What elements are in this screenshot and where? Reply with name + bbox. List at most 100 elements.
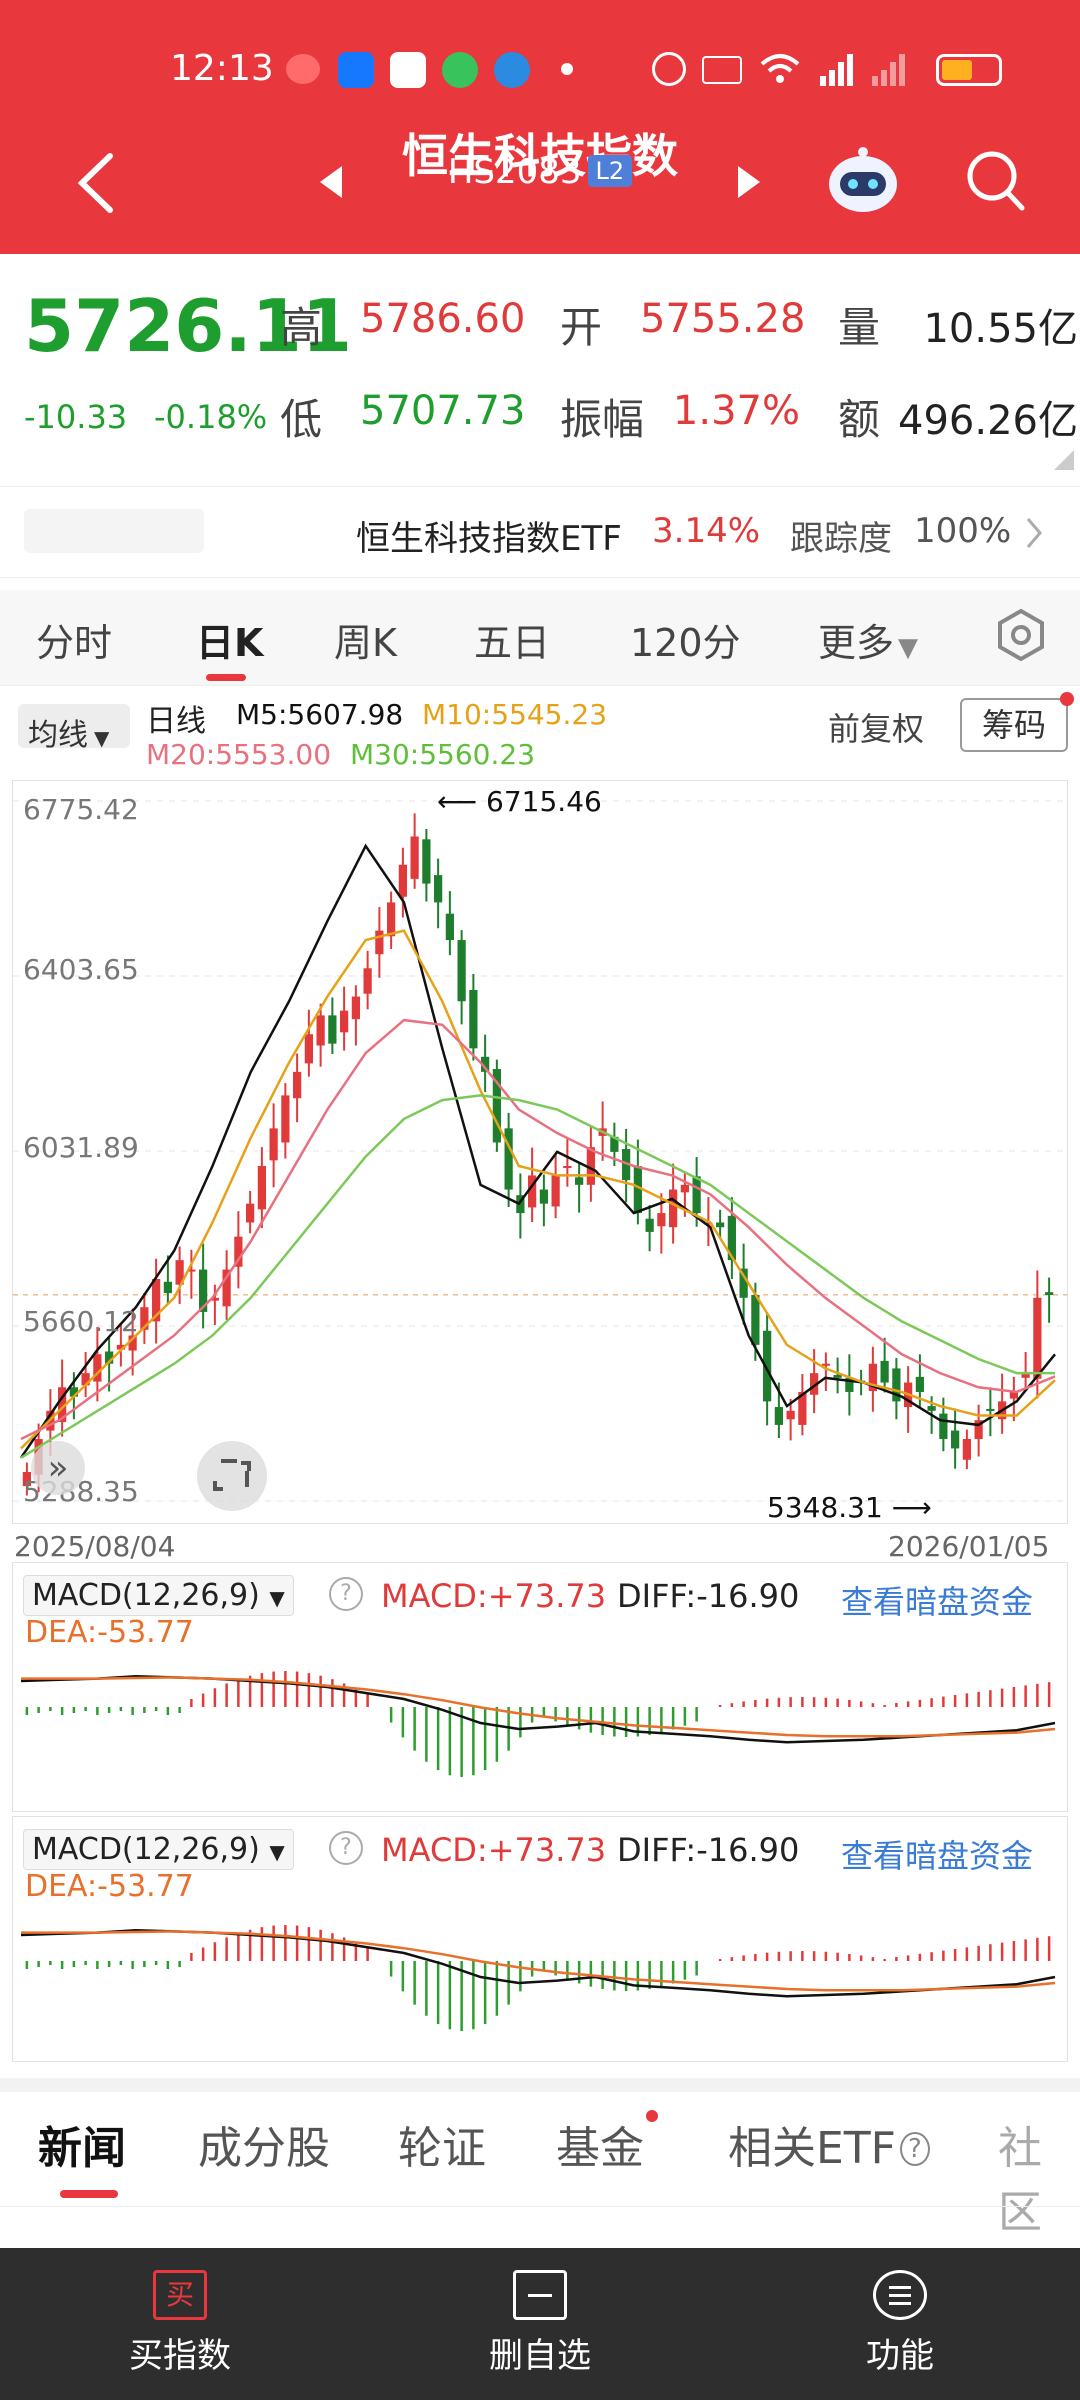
macd-panel-2[interactable]: MACD(12,26,9) ▼ ? MACD:+73.73 DIFF:-16.9… (12, 1816, 1068, 2062)
candle-body (316, 1015, 325, 1046)
ma-selector[interactable]: 均线 ▼ (18, 704, 130, 753)
candle-body (939, 1413, 948, 1440)
dea-value-2: DEA:-53.77 (25, 1869, 194, 1904)
candle-body (610, 1136, 619, 1152)
y-label-3: 6031.89 (23, 1131, 139, 1164)
fullscreen-icon[interactable] (197, 1441, 267, 1511)
diff-line (20, 1674, 1056, 1744)
low-label: 低 (280, 395, 323, 444)
max-arrow-icon: ⟵ (437, 785, 487, 818)
signal-icon (870, 52, 906, 88)
help-icon: ? (900, 2132, 930, 2166)
diff-value-1: DIFF:-16.90 (617, 1577, 800, 1615)
ma-legend: 均线 ▼ 日线 M5:5607.98 M10:5545.23 M20:5553.0… (0, 688, 1080, 778)
help-icon[interactable]: ? (329, 1577, 363, 1611)
remove-watchlist-button[interactable]: 删自选 (360, 2248, 720, 2400)
open-label: 开 (560, 303, 603, 352)
candle-body (293, 1071, 302, 1099)
tabs-divider (0, 2206, 1080, 2207)
functions-button[interactable]: 功能 (720, 2248, 1080, 2400)
tab-daily-k[interactable]: 日K (196, 621, 264, 665)
candle-body (551, 1175, 560, 1207)
tab-120min[interactable]: 120分 (630, 621, 741, 665)
signal-5g-icon (818, 52, 854, 88)
candle-body (492, 1069, 501, 1143)
high-value: 5786.60 (360, 296, 526, 342)
kline-chart-frame[interactable]: 6775.42 6403.65 6031.89 5660.12 5288.35 … (12, 780, 1068, 1524)
tracking-label: 跟踪度 (790, 519, 892, 559)
next-stock-icon[interactable] (734, 164, 764, 200)
macd-label-2: MACD(12,26,9) (32, 1832, 260, 1867)
candle-body (774, 1407, 783, 1425)
level-badge[interactable]: L2 (587, 155, 633, 187)
candle-body (187, 1269, 196, 1272)
tab-more[interactable]: 更多 ▼ (818, 612, 918, 667)
macd-panel-1[interactable]: MACD(12,26,9) ▼ ? MACD:+73.73 DIFF:-16.9… (12, 1562, 1068, 1812)
candle-body (387, 902, 396, 937)
candle-body (257, 1166, 266, 1210)
candle-body (128, 1335, 137, 1351)
candle-body (974, 1420, 983, 1440)
active-tab-indicator (206, 674, 246, 681)
last-price: 5726.11 (24, 284, 352, 368)
robot-assistant-icon[interactable] (826, 146, 900, 214)
buy-icon: 买 (153, 2270, 207, 2320)
candle-body (633, 1166, 642, 1214)
candle-body (915, 1376, 924, 1392)
chart-settings-icon[interactable] (994, 608, 1048, 662)
dark-pool-link-2[interactable]: 查看暗盘资金 (841, 1837, 1034, 1875)
chips-button[interactable]: 筹码 (960, 698, 1068, 752)
candle-body (868, 1363, 877, 1392)
macd-selector-1[interactable]: MACD(12,26,9) ▼ (23, 1575, 294, 1616)
browser-icon (494, 52, 530, 88)
prev-stock-icon[interactable] (316, 164, 346, 200)
candle-body (563, 1166, 572, 1169)
dea-value-1: DEA:-53.77 (25, 1615, 194, 1650)
functions-label: 功能 (866, 2336, 934, 2376)
candle-body (645, 1218, 654, 1232)
candle-body (528, 1175, 537, 1208)
buy-index-button[interactable]: 买 买指数 (0, 2248, 360, 2400)
volume-value: 10.55亿 (923, 306, 1078, 352)
macd-selector-2[interactable]: MACD(12,26,9) ▼ (23, 1829, 294, 1870)
ma30-line (20, 1094, 1055, 1459)
tab-intraday[interactable]: 分时 (36, 621, 113, 665)
open-value: 5755.28 (640, 296, 806, 342)
tab-constituents[interactable]: 成分股 (198, 2123, 330, 2174)
candle-body (398, 864, 407, 897)
etf-row[interactable]: 恒生科技指数ETF 3.14% 跟踪度 100% (0, 486, 1080, 578)
candle-body (445, 913, 454, 941)
candle-body (457, 940, 466, 1002)
quote-panel: 5726.11 -10.33 -0.18% 高 5786.60 开 5755.2… (0, 254, 1080, 482)
dark-pool-link-1[interactable]: 查看暗盘资金 (841, 1583, 1034, 1621)
expand-corner-icon[interactable] (1054, 450, 1074, 470)
help-icon[interactable]: ? (329, 1831, 363, 1865)
candle-body (175, 1260, 184, 1285)
back-icon[interactable] (70, 148, 120, 218)
tracking-value: 100% (914, 511, 1012, 551)
tab-community[interactable]: 社区 (998, 2123, 1042, 2238)
tab-weekly-k[interactable]: 周K (334, 621, 397, 665)
tab-warrants[interactable]: 轮证 (398, 2123, 486, 2174)
adjust-mode[interactable]: 前复权 (828, 710, 925, 748)
etf-pct: 3.14% (652, 511, 761, 551)
candle-body (222, 1269, 231, 1307)
tab-funds[interactable]: 基金 (556, 2123, 644, 2174)
candle-body (622, 1149, 631, 1181)
collapse-sidebar-icon[interactable]: » (31, 1441, 85, 1495)
candle-body (434, 875, 443, 903)
candle-body (657, 1213, 666, 1227)
tab-related-etf[interactable]: 相关ETF? (728, 2112, 930, 2176)
kline-chart[interactable] (13, 781, 1067, 1523)
menu-icon (873, 2270, 927, 2320)
search-icon[interactable] (964, 148, 1028, 214)
min-marker-value: 5348.31 (767, 1491, 883, 1524)
candle-body (269, 1128, 278, 1161)
app-icon (390, 52, 426, 88)
candle-body (69, 1387, 78, 1397)
tab-five-day[interactable]: 五日 (474, 621, 551, 665)
tab-news[interactable]: 新闻 (38, 2123, 126, 2174)
ma5-line (19, 843, 1056, 1459)
candle-body (951, 1430, 960, 1449)
caret-down-icon: ▼ (269, 1840, 285, 1864)
